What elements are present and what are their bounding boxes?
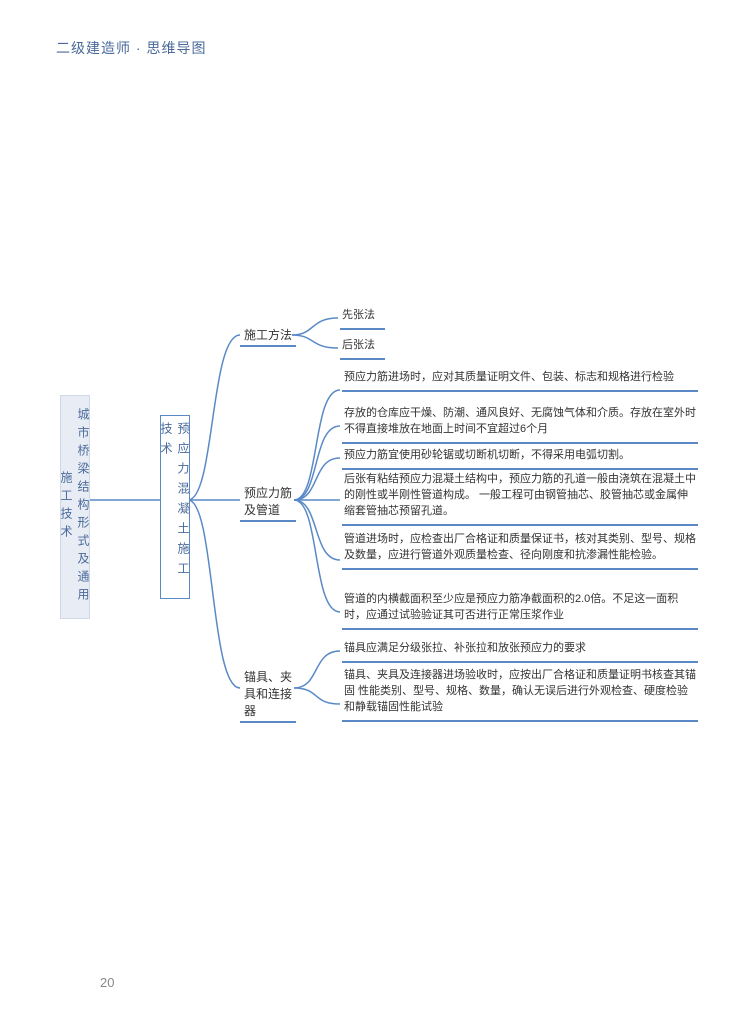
page-header: 二级建造师 · 思维导图 [56, 38, 206, 58]
leaf-b2-5: 管道进场时，应检查出厂合格证和质量保证书，核对其类别、型号、规格及数量，应进行管… [342, 530, 698, 570]
level2-node: 预应力混凝土施工技术 [160, 415, 190, 599]
branch-label-tendon: 预应力筋及管道 [240, 482, 296, 522]
leaf-b2-3: 预应力筋宜使用砂轮锯或切断机切断，不得采用电弧切割。 [342, 446, 698, 470]
leaf-b2-2: 存放的仓库应干燥、防潮、通风良好、无腐蚀气体和介质。存放在室外时不得直接堆放在地… [342, 404, 698, 444]
leaf-b2-4: 后张有粘结预应力混凝土结构中，预应力筋的孔道一般由浇筑在混凝土中的刚性或半刚性管… [342, 470, 698, 526]
leaf-pretension: 先张法 [340, 306, 385, 330]
branch-label-anchor: 锚具、夹具和连接器 [240, 666, 296, 723]
mindmap-diagram: 城市桥梁结构形式及通用施工技术 预应力混凝土施工技术 施工方法 先张法 后张法 … [60, 300, 720, 750]
branch-label-methods: 施工方法 [240, 324, 296, 347]
leaf-posttension: 后张法 [340, 336, 385, 360]
page-number: 20 [100, 975, 114, 990]
leaf-b2-1: 预应力筋进场时，应对其质量证明文件、包装、标志和规格进行检验 [342, 368, 698, 392]
leaf-b3-2: 锚具、夹具及连接器进场验收时，应按出厂合格证和质量证明书核查其锚固 性能类别、型… [342, 666, 698, 722]
leaf-b3-1: 锚具应满足分级张拉、补张拉和放张预应力的要求 [342, 639, 698, 663]
root-node: 城市桥梁结构形式及通用施工技术 [60, 395, 90, 619]
leaf-b2-6: 管道的内横截面积至少应是预应力筋净截面积的2.0倍。不足这一面积时，应通过试验验… [342, 590, 698, 630]
